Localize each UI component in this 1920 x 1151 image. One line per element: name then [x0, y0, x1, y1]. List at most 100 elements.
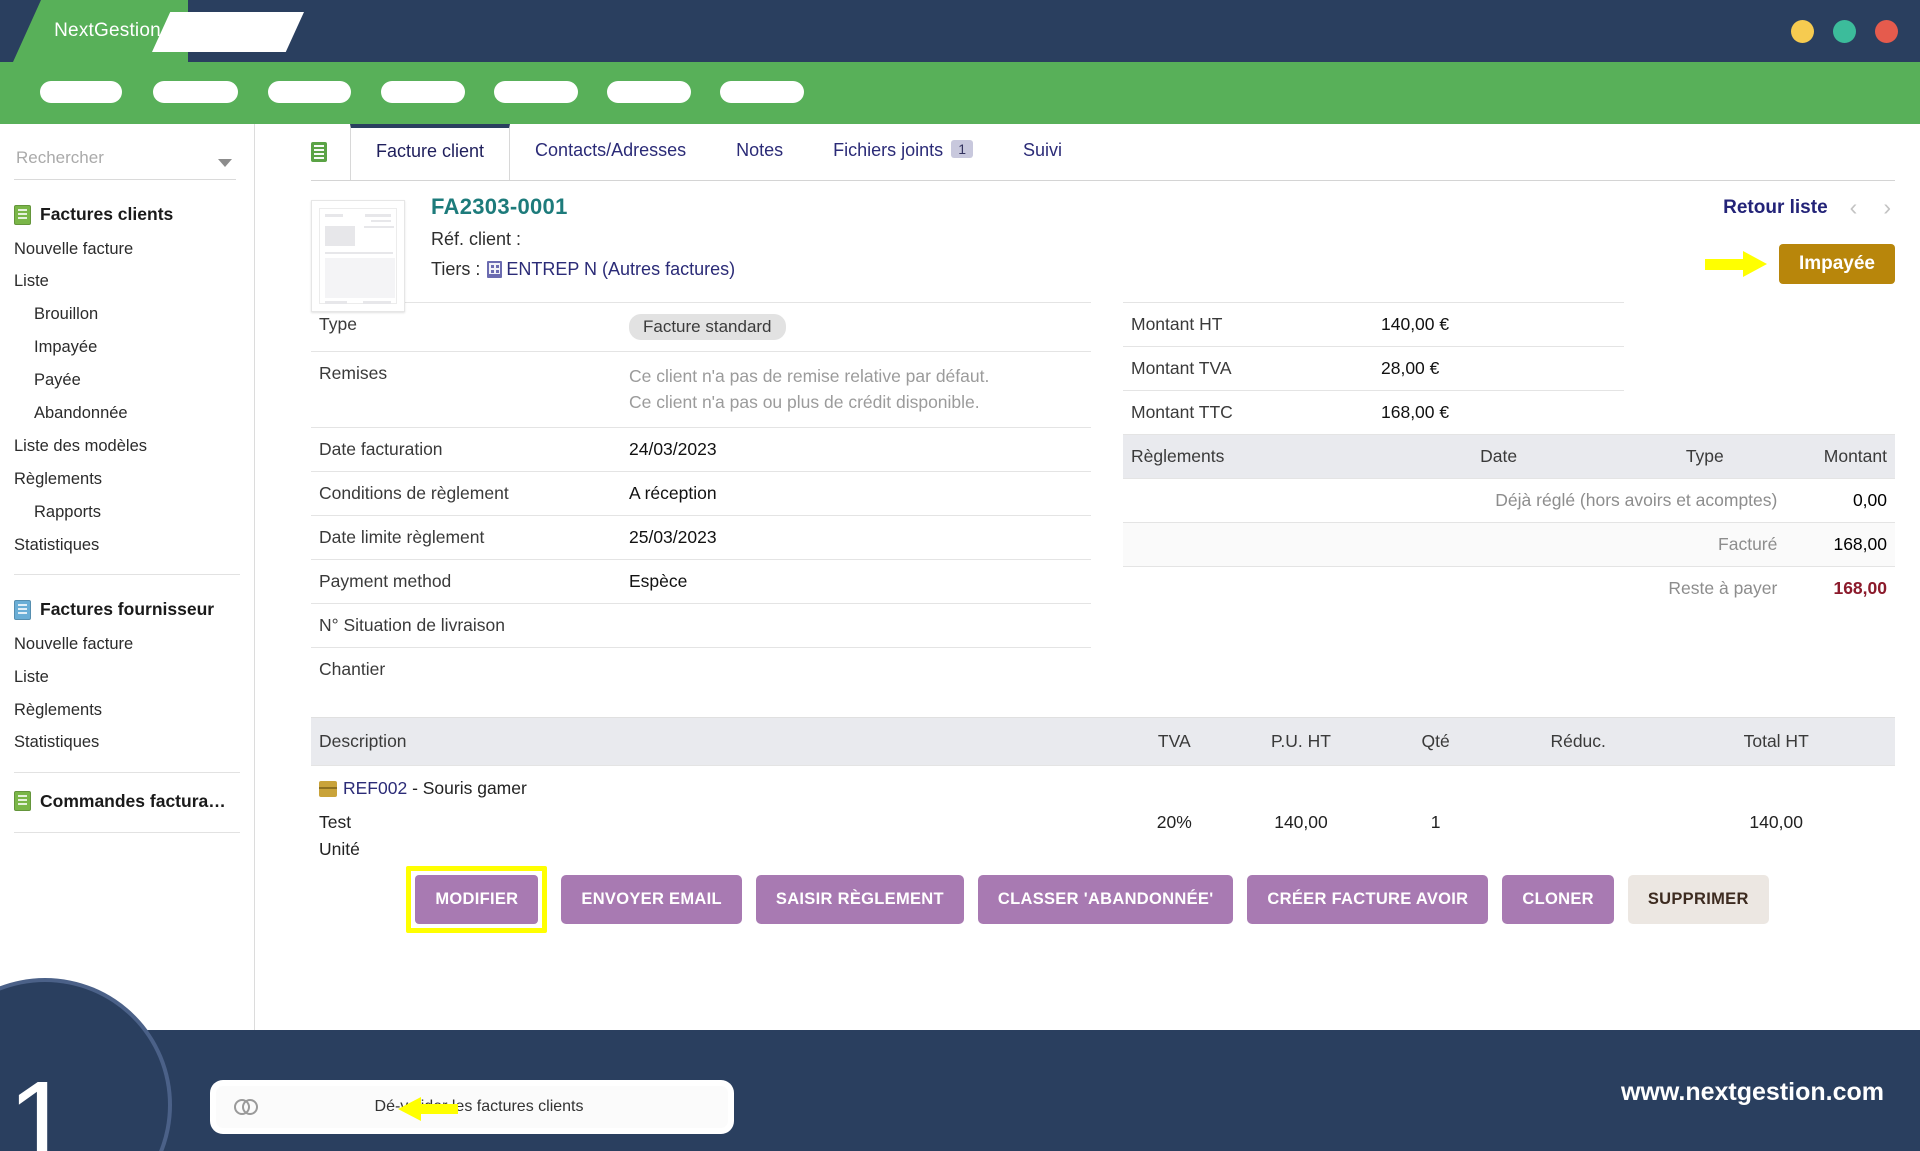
- table-row: Montant TVA 28,00 €: [1123, 346, 1895, 391]
- supprimer-button[interactable]: SUPPRIMER: [1627, 875, 1769, 924]
- sidebar-item-abandonnee[interactable]: Abandonnée: [34, 404, 128, 423]
- nav-pill-4[interactable]: [381, 81, 465, 103]
- sidebar-item-fourn-reglements[interactable]: Règlements: [14, 700, 103, 719]
- sidebar-item-liste-des-modeles[interactable]: Liste des modèles: [14, 437, 147, 456]
- tab-label: Fichiers joints: [833, 140, 944, 160]
- nav-pill-7[interactable]: [720, 81, 804, 103]
- nav-pill-3[interactable]: [268, 81, 351, 103]
- sidebar-search[interactable]: [14, 142, 236, 180]
- tab-bar: Facture client Contacts/Adresses Notes F…: [255, 124, 1920, 182]
- sidebar-item-fourn-nouvelle-facture[interactable]: Nouvelle facture: [14, 634, 134, 653]
- secondary-tab[interactable]: [152, 12, 304, 52]
- creer-facture-avoir-button[interactable]: CRÉER FACTURE AVOIR: [1247, 875, 1489, 924]
- next-record-icon[interactable]: ›: [1883, 194, 1891, 220]
- modifier-button[interactable]: MODIFIER: [415, 875, 539, 924]
- detail-value: Facture standard: [621, 302, 1091, 352]
- tab-label: Suivi: [1022, 140, 1062, 160]
- saisir-reglement-button[interactable]: SAISIR RÈGLEMENT: [755, 875, 964, 924]
- invoice-tiers-row: Tiers : ENTREP N (Autres factures): [431, 259, 735, 280]
- col-description: Description: [311, 716, 1119, 765]
- brand-tab[interactable]: NextGestion: [13, 0, 188, 62]
- lines-section: Description TVA P.U. HT Qté Réduc. Total…: [255, 691, 1920, 879]
- envoyer-email-button[interactable]: ENVOYER EMAIL: [561, 875, 742, 924]
- cloner-button[interactable]: CLONER: [1502, 875, 1614, 924]
- tab-badge-count: 1: [951, 140, 973, 158]
- maximize-dot[interactable]: [1833, 20, 1856, 43]
- line-pu-ht: 140,00: [1229, 764, 1373, 879]
- back-to-list-link[interactable]: Retour liste: [1723, 196, 1828, 218]
- tab-facture-client[interactable]: Facture client: [350, 124, 511, 180]
- invoice-thumbnail[interactable]: [311, 200, 405, 312]
- nav-pill-6[interactable]: [607, 81, 691, 103]
- toggle-icon[interactable]: [234, 1099, 260, 1115]
- invoice-tiers-link[interactable]: ENTREP N (Autres factures): [506, 259, 736, 279]
- lines-header-row: Description TVA P.U. HT Qté Réduc. Total…: [311, 716, 1895, 765]
- nav-pill-5[interactable]: [494, 81, 578, 103]
- sidebar-item-fourn-liste[interactable]: Liste: [14, 667, 49, 686]
- sidebar-section-title: Factures fournisseur: [40, 599, 215, 620]
- amounts-table: Montant HT 140,00 € Montant TVA 28,00 € …: [1123, 302, 1895, 610]
- amount-label: Montant TVA: [1123, 346, 1373, 391]
- detail-label: Date limite règlement: [311, 514, 621, 559]
- devalider-toggle-row[interactable]: Dé-valider les factures clients: [216, 1086, 728, 1128]
- sidebar-item-impayee[interactable]: Impayée: [34, 338, 98, 357]
- status-badge[interactable]: Impayée: [1778, 244, 1895, 284]
- already-paid-label: Déjà réglé (hors avoirs et acomptes): [1373, 478, 1786, 523]
- sidebar-item-brouillon[interactable]: Brouillon: [34, 305, 99, 324]
- sidebar-divider-3: [14, 831, 240, 833]
- sidebar-item-statistiques[interactable]: Statistiques: [14, 535, 100, 554]
- nav-pill-2[interactable]: [153, 81, 238, 103]
- invoice-number: FA2303-0001: [431, 194, 568, 219]
- sidebar-section-header[interactable]: Factures fournisseur: [0, 591, 254, 628]
- previous-record-icon[interactable]: ‹: [1849, 194, 1858, 220]
- close-dot[interactable]: [1875, 20, 1898, 43]
- search-input[interactable]: [14, 147, 236, 174]
- sidebar-section-commandes: Commandes factura…: [0, 773, 254, 820]
- sidebar-item-fourn-statistiques[interactable]: Statistiques: [14, 733, 100, 752]
- table-row: REF002 - Souris gamer Test Unité 20% 140…: [311, 764, 1895, 879]
- remise-note-2: Ce client n'a pas ou plus de crédit disp…: [629, 392, 980, 413]
- sidebar-section-header[interactable]: Factures clients: [0, 196, 254, 233]
- window-controls: [1791, 20, 1898, 43]
- line-tva: 20%: [1118, 764, 1230, 879]
- invoice-client-ref: Réf. client :: [431, 229, 522, 249]
- table-row: Type Facture standard: [311, 302, 1091, 352]
- detail-label: Date facturation: [311, 426, 621, 471]
- sidebar-section-header[interactable]: Commandes factura…: [0, 783, 254, 820]
- tab-contacts-adresses[interactable]: Contacts/Adresses: [510, 124, 711, 179]
- line-product-ref[interactable]: REF002: [343, 777, 408, 798]
- classer-abandonnee-button[interactable]: CLASSER 'ABANDONNÉE': [977, 875, 1234, 924]
- invoice-identity: FA2303-0001 Réf. client : Tiers : ENTREP…: [431, 194, 735, 280]
- col-pu-ht: P.U. HT: [1229, 716, 1373, 765]
- detail-value: 24/03/2023: [621, 426, 1091, 471]
- tab-fichiers-joints[interactable]: Fichiers joints 1: [808, 124, 998, 179]
- detail-label: N° Situation de livraison: [311, 602, 621, 647]
- amount-label: Montant HT: [1123, 302, 1373, 347]
- company-building-icon: [487, 261, 503, 278]
- remise-note-1: Ce client n'a pas de remise relative par…: [629, 366, 990, 386]
- toggle-label: Dé-valider les factures clients: [374, 1098, 584, 1115]
- sidebar-item-reglements[interactable]: Règlements: [14, 469, 103, 488]
- detail-value: Espèce: [621, 558, 1091, 603]
- tab-suivi[interactable]: Suivi: [998, 124, 1087, 179]
- detail-value: 25/03/2023: [621, 514, 1091, 559]
- sidebar-item-nouvelle-facture[interactable]: Nouvelle facture: [14, 239, 134, 258]
- sidebar-item-payee[interactable]: Payée: [34, 371, 81, 390]
- sidebar-item-liste[interactable]: Liste: [14, 272, 49, 291]
- chevron-down-icon[interactable]: [218, 159, 232, 167]
- amount-value: 168,00 €: [1373, 390, 1625, 435]
- col-tva: TVA: [1118, 716, 1230, 765]
- tab-notes[interactable]: Notes: [711, 124, 808, 179]
- payments-col-type: Type: [1624, 434, 1786, 479]
- action-buttons: MODIFIER ENVOYER EMAIL SAISIR RÈGLEMENT …: [255, 866, 1920, 933]
- col-total-ht: Total HT: [1657, 716, 1895, 765]
- sidebar: Factures clients Nouvelle facture Liste …: [0, 124, 255, 1030]
- nav-pill-1[interactable]: [40, 81, 122, 103]
- table-row: Payment method Espèce: [311, 558, 1091, 603]
- amount-value: 140,00 €: [1373, 302, 1625, 347]
- tab-label: Notes: [736, 140, 784, 160]
- sidebar-item-rapports[interactable]: Rapports: [34, 502, 101, 521]
- minimize-dot[interactable]: [1791, 20, 1814, 43]
- table-row: Montant HT 140,00 €: [1123, 302, 1895, 347]
- already-paid-amount: 0,00: [1785, 478, 1895, 523]
